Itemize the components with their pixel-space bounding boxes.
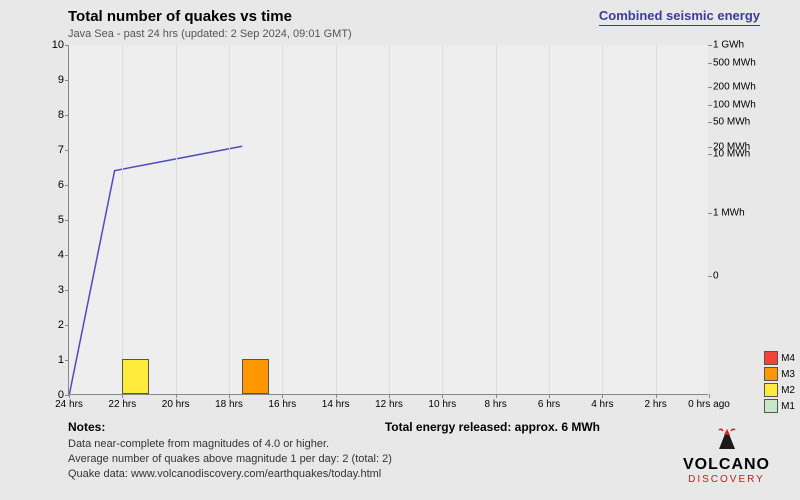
- legend-item: M3: [764, 367, 795, 381]
- x-tick-mark: [442, 394, 443, 398]
- y2-tick: 500 MWh: [708, 57, 756, 68]
- y-tick-mark: [65, 325, 69, 326]
- notes-line-1: Data near-complete from magnitudes of 4.…: [68, 438, 329, 450]
- x-tick-mark: [496, 394, 497, 398]
- y-tick-mark: [65, 45, 69, 46]
- y2-tick-mark: [708, 276, 712, 277]
- x-grid-line: [176, 45, 177, 394]
- legend-swatch: [764, 399, 778, 413]
- y-tick-mark: [65, 80, 69, 81]
- y2-tick-mark: [708, 213, 712, 214]
- legend-label: M1: [781, 401, 795, 412]
- x-tick-mark: [709, 394, 710, 398]
- legend-swatch: [764, 367, 778, 381]
- y2-tick: 100 MWh: [708, 99, 756, 110]
- x-tick-mark: [282, 394, 283, 398]
- legend-item: M4: [764, 351, 795, 365]
- x-tick-mark: [656, 394, 657, 398]
- x-grid-line: [656, 45, 657, 394]
- y2-tick: 50 MWh: [708, 117, 750, 128]
- y-tick-mark: [65, 360, 69, 361]
- legend-label: M4: [781, 353, 795, 364]
- legend-label: M3: [781, 369, 795, 380]
- y-tick-mark: [65, 220, 69, 221]
- y-tick-mark: [65, 185, 69, 186]
- y2-tick: 1 GWh: [708, 40, 744, 51]
- logo-text-2: DISCOVERY: [683, 474, 770, 485]
- x-grid-line: [496, 45, 497, 394]
- legend-label: M2: [781, 385, 795, 396]
- x-grid-line: [442, 45, 443, 394]
- quake-bar: [242, 359, 269, 394]
- energy-label: Combined seismic energy: [599, 8, 760, 26]
- x-tick-mark: [176, 394, 177, 398]
- total-energy: Total energy released: approx. 6 MWh: [385, 420, 600, 434]
- x-grid-line: [122, 45, 123, 394]
- y2-tick: 10 MWh: [708, 148, 750, 159]
- legend-item: M2: [764, 383, 795, 397]
- y-tick-mark: [65, 255, 69, 256]
- y-tick-mark: [65, 115, 69, 116]
- x-tick-mark: [389, 394, 390, 398]
- x-grid-line: [602, 45, 603, 394]
- legend-swatch: [764, 351, 778, 365]
- chart-subtitle: Java Sea - past 24 hrs (updated: 2 Sep 2…: [68, 28, 352, 40]
- magnitude-legend: M4 M3 M2 M1: [764, 351, 795, 415]
- y2-tick-mark: [708, 154, 712, 155]
- notes-header: Notes:: [68, 420, 105, 434]
- x-tick-mark: [69, 394, 70, 398]
- x-grid-line: [549, 45, 550, 394]
- x-tick-mark: [229, 394, 230, 398]
- logo: VOLCANO DISCOVERY: [683, 427, 770, 485]
- y2-tick-mark: [708, 122, 712, 123]
- y2-tick-mark: [708, 87, 712, 88]
- x-grid-line: [336, 45, 337, 394]
- notes-line-2: Average number of quakes above magnitude…: [68, 453, 392, 465]
- y2-tick: 200 MWh: [708, 82, 756, 93]
- plot-area: 0123456789101 GWh500 MWh200 MWh100 MWh50…: [68, 45, 708, 395]
- y2-tick-mark: [708, 45, 712, 46]
- x-tick-mark: [602, 394, 603, 398]
- volcano-icon: [711, 427, 743, 451]
- x-grid-line: [389, 45, 390, 394]
- quake-bar: [122, 359, 149, 394]
- y2-tick-mark: [708, 63, 712, 64]
- y-tick-mark: [65, 150, 69, 151]
- chart-title: Total number of quakes vs time: [68, 8, 292, 25]
- x-grid-line: [282, 45, 283, 394]
- x-tick-mark: [549, 394, 550, 398]
- x-tick-mark: [122, 394, 123, 398]
- legend-item: M1: [764, 399, 795, 413]
- legend-swatch: [764, 383, 778, 397]
- x-tick-mark: [336, 394, 337, 398]
- notes-line-3: Quake data: www.volcanodiscovery.com/ear…: [68, 468, 381, 480]
- y2-tick-mark: [708, 105, 712, 106]
- logo-text-1: VOLCANO: [683, 456, 770, 474]
- chart-container: Total number of quakes vs time Java Sea …: [0, 0, 800, 500]
- y2-tick: 1 MWh: [708, 208, 745, 219]
- x-grid-line: [229, 45, 230, 394]
- y-tick-mark: [65, 290, 69, 291]
